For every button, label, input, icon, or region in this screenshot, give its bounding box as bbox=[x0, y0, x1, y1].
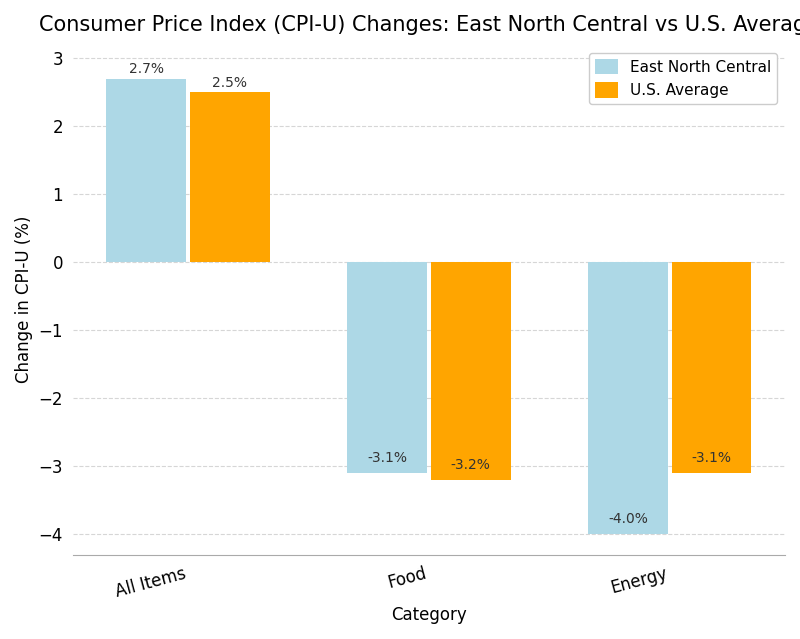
Bar bbox=[106, 79, 186, 263]
Bar bbox=[431, 263, 510, 480]
Y-axis label: Change in CPI-U (%): Change in CPI-U (%) bbox=[15, 216, 33, 383]
Title: Consumer Price Index (CPI-U) Changes: East North Central vs U.S. Average: Consumer Price Index (CPI-U) Changes: Ea… bbox=[39, 15, 800, 35]
Bar bbox=[588, 263, 668, 534]
Bar bbox=[190, 93, 270, 263]
Legend: East North Central, U.S. Average: East North Central, U.S. Average bbox=[589, 52, 778, 104]
Text: -4.0%: -4.0% bbox=[608, 512, 648, 526]
X-axis label: Category: Category bbox=[391, 606, 466, 624]
Text: 2.7%: 2.7% bbox=[129, 62, 163, 76]
Text: -3.1%: -3.1% bbox=[692, 451, 732, 465]
Text: 2.5%: 2.5% bbox=[212, 76, 247, 89]
Text: -3.1%: -3.1% bbox=[367, 451, 407, 465]
Text: -3.2%: -3.2% bbox=[451, 458, 490, 472]
Bar bbox=[672, 263, 751, 473]
Bar bbox=[347, 263, 426, 473]
